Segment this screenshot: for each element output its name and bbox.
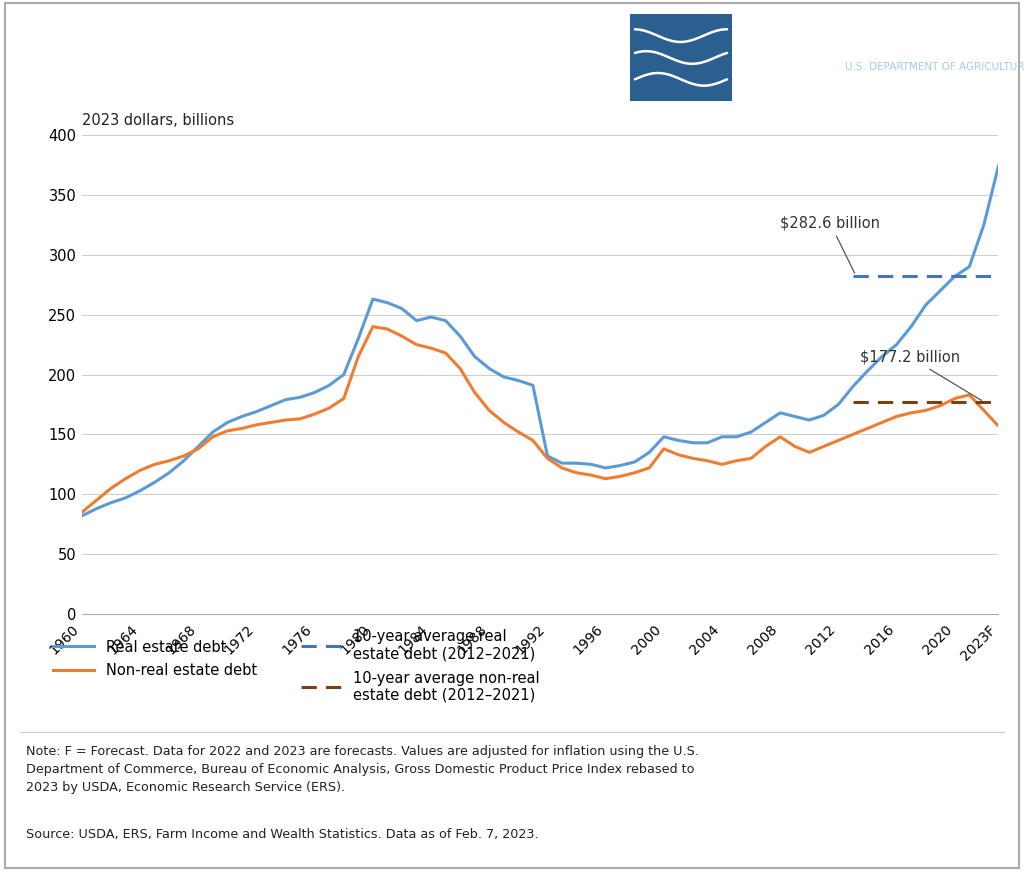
Legend: Real estate debt, Non-real estate debt, 10-year average real
estate debt (2012–2: Real estate debt, Non-real estate debt, … [48,624,546,709]
Text: $282.6 billion: $282.6 billion [780,216,881,273]
Text: $177.2 billion: $177.2 billion [860,350,981,401]
Text: U.S. DEPARTMENT OF AGRICULTURE: U.S. DEPARTMENT OF AGRICULTURE [845,62,1024,72]
Text: Economic Research Service: Economic Research Service [845,14,1024,29]
Text: Note: F = Forecast. Data for 2022 and 2023 are forecasts. Values are adjusted fo: Note: F = Forecast. Data for 2022 and 20… [26,745,698,793]
Text: estate debt levels, 1960–2023F: estate debt levels, 1960–2023F [18,62,397,82]
Text: USDA: USDA [748,14,838,41]
Text: 2023 dollars, billions: 2023 dollars, billions [82,113,234,128]
Text: Source: USDA, ERS, Farm Income and Wealth Statistics. Data as of Feb. 7, 2023.: Source: USDA, ERS, Farm Income and Wealt… [26,827,539,841]
Bar [630,14,732,101]
Text: U.S. farm sector real estate and non-real: U.S. farm sector real estate and non-rea… [18,14,516,34]
